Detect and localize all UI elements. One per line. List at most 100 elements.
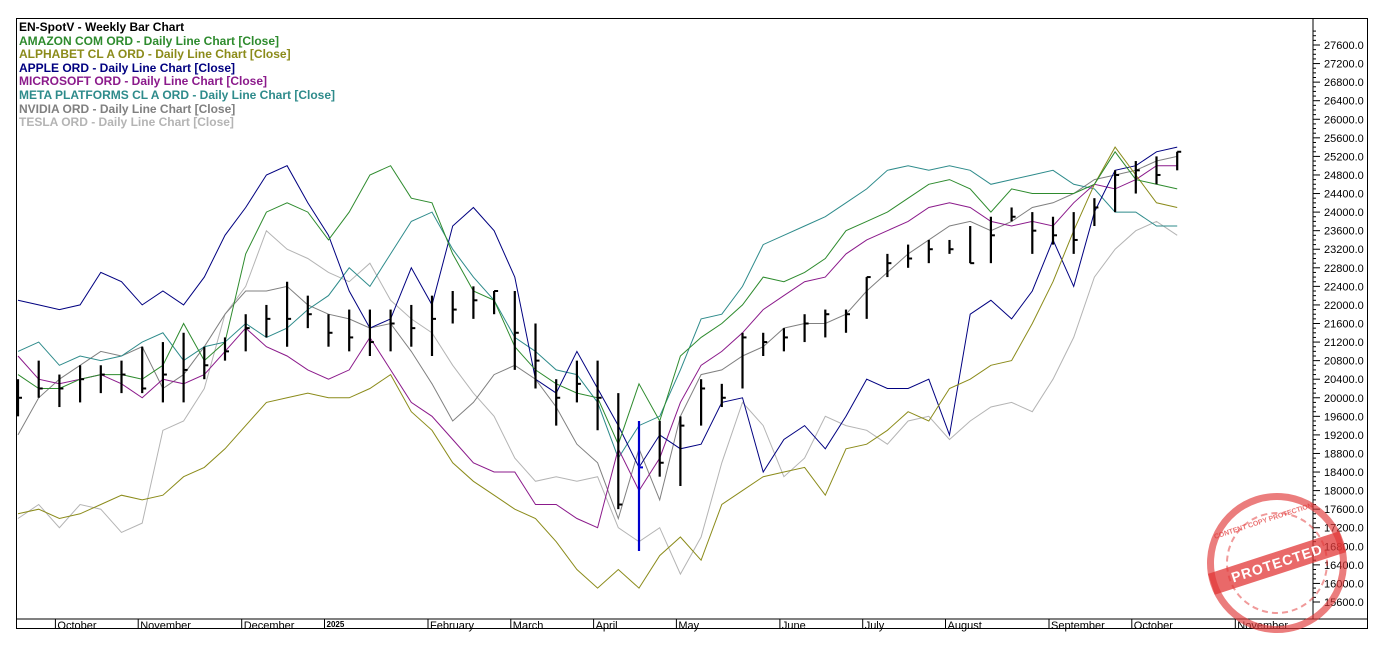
series-line-tesla	[17, 220, 1178, 576]
y-tick-label: 20800.0	[1324, 356, 1364, 368]
y-tick-label: 25600.0	[1324, 133, 1364, 145]
ohlc-bar	[1051, 216, 1057, 245]
ohlc-bar	[1134, 161, 1140, 194]
ohlc-bar	[762, 332, 768, 356]
month-label: November	[140, 620, 191, 632]
legend-entry: APPLE ORD - Daily Line Chart [Close]	[19, 60, 236, 75]
ohlc-bar	[969, 226, 975, 265]
y-tick-label: 24800.0	[1324, 170, 1364, 182]
y-tick-label: 27200.0	[1324, 59, 1364, 71]
y-tick-label: 19200.0	[1324, 430, 1364, 442]
ohlc-bar	[575, 360, 581, 403]
ohlc-bar	[265, 304, 271, 338]
ohlc-bar	[513, 291, 519, 370]
ohlc-bar	[741, 332, 747, 389]
ohlc-bar	[782, 328, 788, 352]
ohlc-bar	[17, 379, 22, 417]
ohlc-bar	[368, 309, 374, 356]
ohlc-bar	[1031, 212, 1037, 254]
ohlc-bar	[989, 216, 995, 264]
y-tick-label: 20000.0	[1324, 393, 1364, 405]
ohlc-bar	[617, 393, 623, 510]
month-label: December	[244, 620, 295, 632]
ohlc-bar	[865, 276, 871, 319]
ohlc-bar	[430, 295, 436, 356]
y-tick-label: 16400.0	[1324, 560, 1364, 572]
series-line-nvidia	[17, 155, 1178, 521]
legend-entry: NVIDIA ORD - Daily Line Chart [Close]	[19, 101, 236, 116]
ohlc-bar	[182, 332, 188, 403]
chart-frame	[16, 18, 1368, 629]
y-tick-label: 21600.0	[1324, 319, 1364, 331]
y-tick-label: 24400.0	[1324, 189, 1364, 201]
ohlc-bar	[824, 309, 830, 338]
legend-entry: TESLA ORD - Daily Line Chart [Close]	[19, 115, 234, 130]
ohlc-bar	[699, 379, 706, 426]
ohlc-bar	[37, 360, 43, 398]
month-label: March	[513, 620, 544, 632]
chart-legend: EN-SpotV - Weekly Bar Chart AMAZON COM OR…	[19, 20, 335, 130]
month-label: 2025	[327, 620, 345, 629]
y-tick-label: 23200.0	[1324, 244, 1364, 256]
ohlc-bar	[203, 346, 209, 380]
ohlc-bar	[803, 314, 809, 343]
y-tick-label: 18000.0	[1324, 486, 1364, 498]
y-tick-label: 16000.0	[1324, 578, 1364, 590]
ohlc-bar	[78, 365, 85, 403]
ohlc-bar	[1113, 170, 1120, 213]
month-label: October	[57, 620, 96, 632]
ohlc-bar	[223, 337, 229, 361]
ohlc-bar	[286, 281, 292, 347]
month-label: February	[430, 620, 475, 632]
ohlc-bar	[1155, 156, 1161, 185]
ohlc-bar	[679, 416, 685, 486]
month-label: August	[948, 620, 982, 632]
ohlc-bar	[451, 291, 457, 324]
legend-entry: EN-SpotV - Weekly Bar Chart	[19, 20, 185, 34]
month-label: July	[865, 620, 885, 632]
y-tick-label: 17600.0	[1324, 504, 1364, 516]
ohlc-bar	[927, 239, 933, 264]
ohlc-bar	[58, 374, 64, 408]
ohlc-bar	[720, 383, 726, 408]
ohlc-bar	[844, 309, 850, 333]
y-tick-label: 22400.0	[1324, 281, 1364, 293]
y-tick-label: 22000.0	[1324, 300, 1364, 312]
ohlc-bar	[1072, 212, 1078, 254]
y-tick-label: 20400.0	[1324, 374, 1364, 386]
y-tick-label: 19600.0	[1324, 411, 1364, 423]
y-tick-label: 22800.0	[1324, 263, 1364, 275]
ohlc-bar	[1093, 198, 1099, 227]
y-tick-label: 23600.0	[1324, 226, 1364, 238]
ohlc-bar	[886, 253, 892, 278]
ohlc-bar	[555, 379, 561, 426]
plot-area	[17, 146, 1182, 589]
ohlc-bar	[389, 309, 395, 352]
y-tick-label: 18400.0	[1324, 467, 1364, 479]
ohlc-bar	[493, 290, 499, 315]
ohlc-bar	[637, 420, 643, 551]
ohlc-bar	[244, 314, 250, 352]
legend-entry: ALPHABET CL A ORD - Daily Line Chart [Cl…	[19, 47, 291, 62]
ohlc-bar	[410, 304, 416, 347]
month-label: September	[1051, 620, 1105, 632]
ohlc-bar	[1176, 150, 1182, 171]
ohlc-bar	[99, 365, 105, 394]
legend-entry: MICROSOFT ORD - Daily Line Chart [Close]	[19, 74, 268, 89]
ohlc-bar	[348, 309, 354, 352]
month-label: November	[1237, 620, 1288, 632]
y-tick-label: 26000.0	[1324, 114, 1364, 126]
ohlc-bar	[306, 295, 312, 329]
y-tick-label: 27600.0	[1324, 40, 1364, 52]
month-label: June	[782, 620, 806, 632]
ohlc-bar	[658, 420, 664, 477]
ohlc-bar	[534, 323, 540, 389]
series-line-microsoft	[17, 165, 1178, 529]
y-tick-label: 26400.0	[1324, 96, 1364, 108]
month-label: May	[678, 620, 699, 632]
legend-entry: AMAZON COM ORD - Daily Line Chart [Close…	[19, 33, 280, 48]
ohlc-bar	[472, 286, 478, 319]
ohlc-bar	[161, 342, 167, 403]
ohlc-bar	[948, 239, 954, 254]
